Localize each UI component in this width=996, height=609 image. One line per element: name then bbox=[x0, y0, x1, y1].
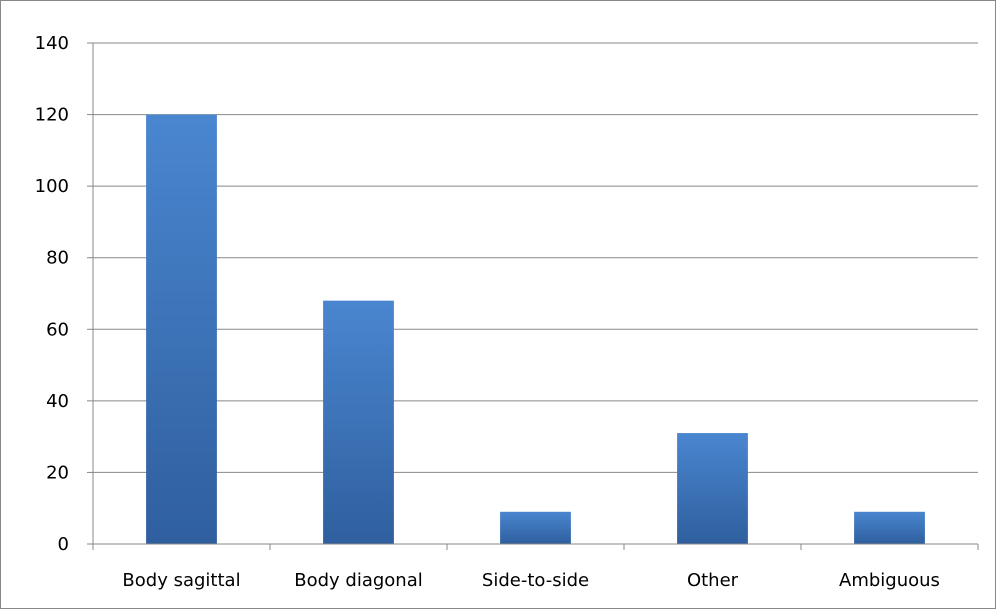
y-tick-label: 60 bbox=[46, 319, 69, 340]
y-tick-label: 20 bbox=[46, 462, 69, 483]
x-category-labels: Body sagittal Body diagonal Side-to-side Ot… bbox=[122, 570, 940, 591]
axes bbox=[87, 42, 979, 550]
x-category-label: Body sagittal bbox=[122, 570, 240, 591]
bar-ambiguous bbox=[854, 511, 925, 544]
bar-body-sagittal bbox=[146, 114, 217, 545]
y-tick-labels: 0 20 40 60 80 100 120 140 bbox=[35, 33, 69, 555]
y-tick-label: 80 bbox=[46, 248, 69, 269]
bar-side-to-side bbox=[500, 511, 571, 544]
x-category-label: Other bbox=[687, 570, 739, 591]
y-tick-label: 120 bbox=[35, 105, 69, 126]
bars bbox=[146, 114, 925, 545]
x-category-label: Ambiguous bbox=[839, 570, 940, 591]
y-tick-label: 40 bbox=[46, 391, 69, 412]
gridlines bbox=[93, 42, 978, 473]
x-category-label: Side-to-side bbox=[482, 570, 589, 591]
x-category-label: Body diagonal bbox=[294, 570, 423, 591]
bar-other bbox=[677, 433, 748, 544]
y-tick-label: 0 bbox=[58, 534, 69, 555]
bar-body-diagonal bbox=[323, 300, 394, 544]
y-tick-label: 100 bbox=[35, 176, 69, 197]
y-tick-label: 140 bbox=[35, 33, 69, 54]
